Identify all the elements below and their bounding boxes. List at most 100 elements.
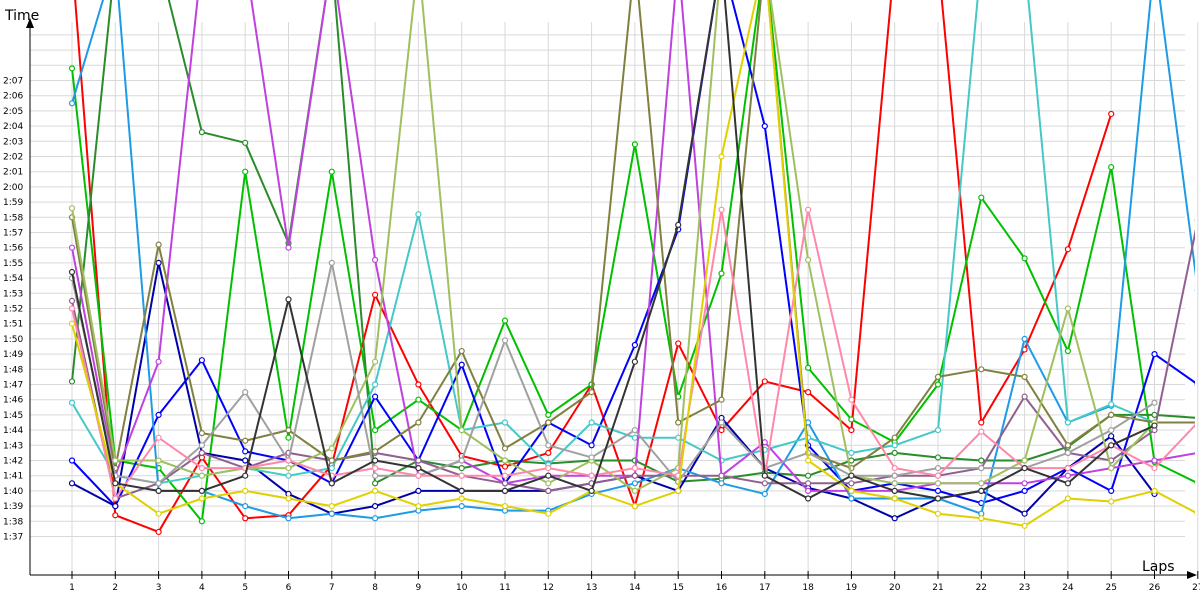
data-point [891,480,898,487]
data-point [1108,110,1115,118]
data-point [934,472,942,479]
data-point [804,389,812,396]
data-point [804,206,812,213]
data-point [285,495,292,502]
data-point [761,480,768,487]
data-point [848,449,855,456]
data-point [415,465,422,472]
data-point [934,381,942,388]
data-point [1151,422,1158,429]
data-point [1108,498,1115,505]
data-point [675,221,682,228]
data-point [242,472,249,479]
x-tick-label: 27 [1192,583,1200,593]
data-point [1021,480,1028,487]
y-tick-label: 1:44 [3,426,23,436]
data-point [804,487,812,494]
data-point [804,480,812,487]
data-point [198,495,205,502]
series-15 [68,0,1158,502]
data-point [328,168,335,175]
x-tick-label: 20 [889,583,901,593]
data-point [1021,255,1028,262]
data-point [68,244,76,251]
data-point [328,480,335,487]
y-tick-label: 1:47 [3,381,23,391]
data-point [285,434,292,441]
data-point [372,457,379,464]
data-point [631,487,639,494]
data-point [1064,465,1072,472]
data-point [415,487,422,494]
data-point [1151,411,1158,418]
y-tick-label: 1:42 [3,457,23,467]
data-point [804,457,812,464]
data-point [718,270,725,277]
data-point [415,419,422,426]
data-point [372,358,379,365]
data-point [68,457,76,464]
data-point [631,480,639,487]
data-point [631,465,639,472]
data-point [934,373,942,380]
y-tick-label: 1:53 [3,289,23,299]
data-point [631,358,639,365]
y-tick-label: 1:38 [3,517,23,527]
data-point [631,503,639,510]
y-tick-label: 1:49 [3,350,23,360]
data-point [891,472,898,479]
data-point [1021,487,1028,494]
data-point [1108,411,1115,418]
data-point [372,503,379,510]
data-point [848,472,855,479]
data-point [545,442,552,449]
data-point [934,427,942,434]
series-line [71,0,1155,500]
data-point [372,480,379,487]
data-point [112,512,119,519]
data-point [978,194,985,201]
data-point [718,427,725,434]
data-point [198,430,205,437]
data-point [978,457,985,464]
data-point [588,454,595,461]
data-point [458,427,465,434]
data-point [155,480,162,487]
data-point [458,503,465,510]
data-point [588,389,595,396]
data-point [631,472,639,479]
x-tick-label: 12 [543,583,554,593]
data-point [1021,393,1028,400]
data-point [372,472,379,479]
x-tick-label: 6 [286,583,292,593]
data-point [372,487,379,494]
x-tick-label: 4 [199,583,205,593]
data-point [1151,457,1158,464]
data-point [501,487,509,494]
x-tick-label: 10 [456,583,468,593]
data-point [718,153,725,160]
data-point [328,457,335,464]
data-point [155,510,162,517]
data-point [718,472,725,479]
data-point [285,515,292,522]
data-point [891,442,898,449]
data-point [675,340,682,347]
series-line [71,261,1156,485]
x-tick-label: 21 [932,583,943,593]
y-tick-label: 1:55 [3,259,23,269]
data-point [891,434,898,441]
data-point [934,510,942,517]
data-point [415,503,422,510]
data-point [68,65,76,72]
data-point [978,480,985,487]
x-tick-label: 8 [372,583,378,593]
data-point [155,241,162,248]
data-point [718,396,725,403]
data-point [1108,427,1115,434]
y-tick-label: 1:48 [3,365,23,375]
data-point [848,416,855,423]
y-axis-title: Time [4,8,39,24]
data-point [1108,164,1115,171]
series-line [71,0,1155,485]
